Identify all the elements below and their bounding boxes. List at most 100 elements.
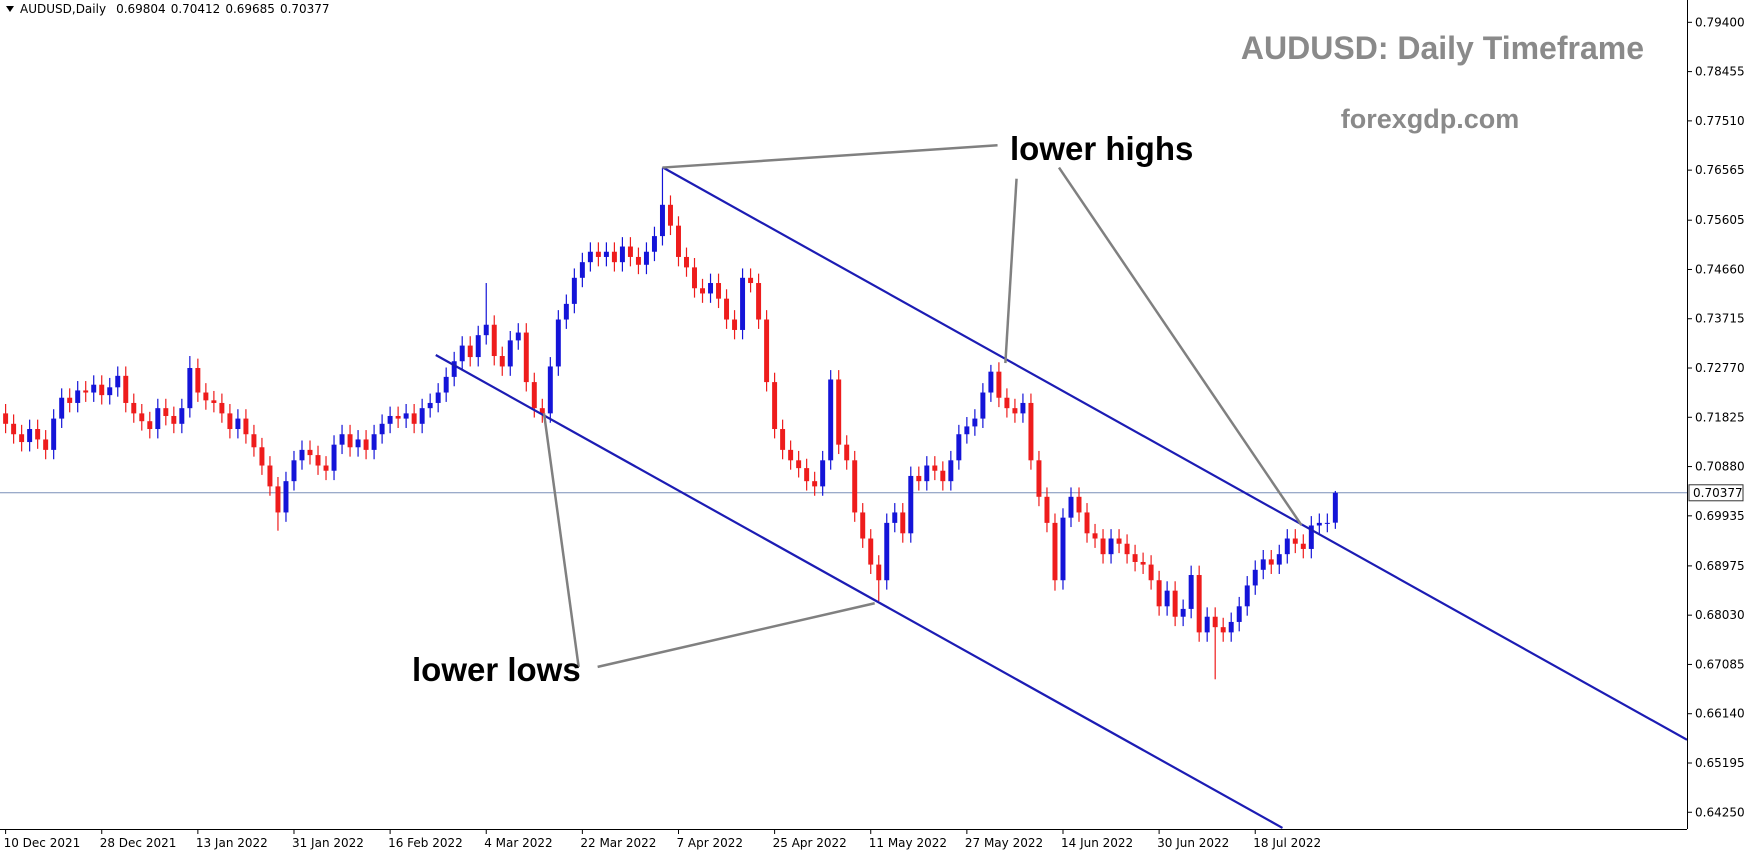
candle-body (1252, 569, 1258, 586)
candle-body (163, 408, 169, 416)
candle-body (1228, 621, 1234, 633)
candle-body (1012, 408, 1018, 414)
candle-body (1220, 627, 1226, 633)
candle-body (820, 460, 826, 487)
annotation-pointer (1057, 166, 1303, 526)
candle-body (876, 564, 882, 581)
y-tick-label: 0.67085 (1695, 657, 1745, 671)
x-tick-label: 16 Feb 2022 (388, 836, 463, 850)
candle-body (331, 444, 337, 471)
candle-body (563, 303, 569, 320)
candle-body (700, 288, 705, 294)
candle-body (956, 434, 962, 461)
candle-body (1020, 402, 1026, 414)
candle-body (35, 429, 41, 440)
y-tick-label: 0.74660 (1695, 262, 1745, 276)
candle-body (884, 522, 890, 581)
y-tick-label: 0.75605 (1695, 213, 1745, 227)
candle-body (724, 298, 730, 320)
symbol: AUDUSD,Daily (20, 2, 106, 16)
candle-body (764, 319, 770, 383)
candle-body (1236, 606, 1242, 622)
candle-body (1124, 543, 1130, 555)
candle-body (155, 408, 161, 430)
candle-body (531, 382, 537, 409)
candle-body (772, 382, 778, 430)
candle-body (988, 371, 994, 393)
candle-body (611, 251, 617, 263)
candle-body (19, 434, 25, 443)
candle-body (251, 434, 257, 448)
candle-body (836, 379, 842, 445)
candle-body (275, 486, 281, 513)
candle-body (1324, 522, 1330, 524)
candle-body (547, 366, 553, 414)
candle-body (716, 283, 722, 299)
candle-body (932, 465, 938, 471)
candle-body (1044, 496, 1050, 523)
candle-body (355, 439, 361, 448)
candle-body (1084, 512, 1090, 534)
candle-body (980, 392, 986, 419)
candle-body (900, 512, 906, 534)
candle-body (676, 225, 681, 257)
candle-body (187, 368, 193, 409)
candle-body (227, 413, 233, 430)
annotation: lower lows (412, 651, 581, 688)
candle-body (1196, 575, 1202, 633)
candle-body (1156, 580, 1162, 607)
header-low: 0.69685 (225, 2, 275, 16)
candle-body (451, 361, 457, 377)
candle-body (299, 449, 305, 461)
candle-body (307, 449, 313, 456)
header-high: 0.70412 (171, 2, 221, 16)
candle-body (555, 319, 561, 367)
y-tick-label: 0.68975 (1695, 559, 1745, 573)
candle-body (443, 376, 449, 393)
chart-title: AUDUSD: Daily Timeframe (1241, 30, 1644, 66)
annotation-pointer (597, 602, 875, 669)
candle-body (1260, 559, 1266, 570)
candle-body (1164, 590, 1170, 607)
candle-body (860, 512, 866, 539)
y-tick-label: 0.72770 (1695, 361, 1745, 375)
candle-body (1292, 538, 1298, 544)
candle-body (27, 429, 33, 443)
candle-body (1028, 402, 1034, 461)
candle-body (491, 324, 497, 357)
candle-body (203, 392, 209, 401)
candle-body (780, 429, 786, 450)
candle-body (603, 251, 609, 257)
candle-body (475, 335, 481, 358)
candle-body (1100, 538, 1106, 555)
x-tick-label: 31 Jan 2022 (292, 836, 364, 850)
candle-body (828, 379, 834, 461)
candle-body (211, 400, 217, 403)
candle-body (363, 439, 369, 450)
candle-body (283, 481, 289, 513)
candle-body (1036, 460, 1042, 497)
candle-body (619, 246, 625, 263)
x-tick-label: 7 Apr 2022 (676, 836, 743, 850)
candle-body (643, 251, 649, 265)
candle-body (1052, 522, 1058, 581)
header-close: 0.70377 (280, 2, 330, 16)
candle-body (1116, 538, 1122, 544)
candle-body (908, 475, 914, 534)
candle-body (916, 475, 922, 482)
candle-body (1308, 525, 1314, 549)
candle-body (627, 246, 633, 257)
candle-body (1268, 559, 1274, 565)
candle-body (403, 413, 409, 419)
candle-body (924, 465, 930, 482)
candle-body (235, 418, 241, 430)
candle-body (1108, 538, 1114, 555)
candle-body (347, 434, 353, 448)
price-label: 0.70377 (1693, 486, 1743, 500)
candle-body (1140, 561, 1146, 565)
candle-body (788, 449, 794, 461)
candle-body (1068, 496, 1074, 518)
candle-body (1204, 616, 1210, 633)
